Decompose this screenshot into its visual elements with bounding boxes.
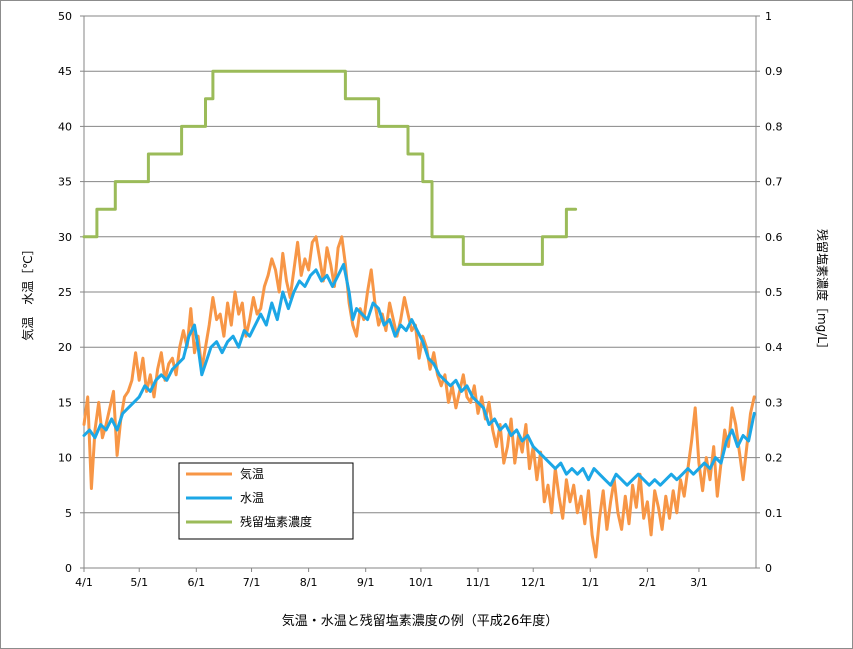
right-tick-label: 0.5 [765,286,783,299]
left-tick-label: 35 [58,176,72,189]
left-tick-label: 5 [65,507,72,520]
series-layer [82,69,756,559]
legend-label-water-temp: 水温 [240,491,264,505]
left-tick-label: 20 [58,341,72,354]
x-tick-label: 12/1 [521,576,546,589]
chart-title: 気温・水温と残留塩素濃度の例（平成26年度） [282,613,559,629]
x-tick-label: 7/1 [243,576,261,589]
right-tick-label: 0.4 [765,341,783,354]
left-axis-title: 気温 水温［℃］ [20,243,35,340]
air-temperature-line [82,235,756,559]
left-tick-label: 25 [58,286,72,299]
right-tick-label: 0.7 [765,176,783,189]
x-tick-label: 11/1 [466,576,491,589]
x-tick-label: 8/1 [300,576,318,589]
x-tick-label: 9/1 [357,576,375,589]
legend: 気温 水温 残留塩素濃度 [178,462,354,540]
right-axis-ticks: 0 0.1 0.2 0.3 0.4 0.5 0.6 0.7 0.8 0.9 1 [756,10,783,575]
x-tick-label: 5/1 [130,576,148,589]
left-tick-label: 45 [58,65,72,78]
right-tick-label: 0.9 [765,65,783,78]
legend-box [178,462,354,540]
left-tick-label: 30 [58,231,72,244]
legend-label-air-temp: 気温 [240,466,264,481]
x-tick-label: 6/1 [187,576,205,589]
right-tick-label: 0.8 [765,120,783,133]
left-tick-label: 15 [58,396,72,409]
right-tick-label: 1 [765,10,772,23]
right-tick-label: 0 [765,562,772,575]
x-tick-label: 3/1 [690,576,708,589]
water-temperature-line [82,262,756,487]
legend-label-residual-chlorine: 残留塩素濃度 [240,514,312,529]
right-tick-label: 0.3 [765,396,783,409]
x-tick-label: 4/1 [75,576,93,589]
right-tick-label: 0.6 [765,231,783,244]
x-tick-label: 10/1 [409,576,434,589]
right-tick-label: 0.2 [765,452,783,465]
left-tick-label: 40 [58,120,72,133]
left-tick-label: 10 [58,452,72,465]
right-axis-title: 残留塩素濃度［mg/L］ [815,229,830,355]
left-tick-label: 50 [58,10,72,23]
right-tick-label: 0.1 [765,507,783,520]
x-tick-label: 1/1 [581,576,599,589]
left-axis-ticks: 0 5 10 15 20 25 30 35 40 45 50 [58,10,84,575]
x-tick-label: 2/1 [639,576,657,589]
residual-chlorine-line [82,69,578,266]
left-tick-label: 0 [65,562,72,575]
x-axis-ticks: 4/1 5/1 6/1 7/1 8/1 9/1 10/1 11/1 12/1 1/1 2/1 3/1 [75,568,708,589]
